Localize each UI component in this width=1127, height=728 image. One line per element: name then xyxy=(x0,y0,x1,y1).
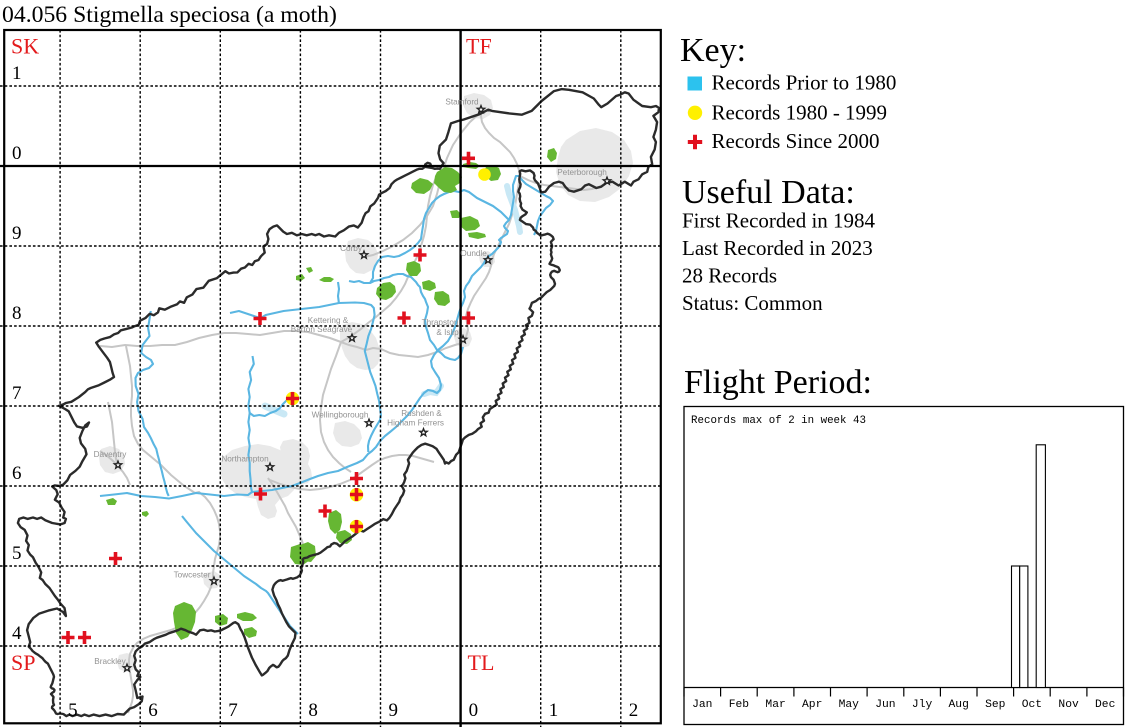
svg-text:6: 6 xyxy=(148,700,158,721)
svg-text:Thrapston: Thrapston xyxy=(422,318,459,327)
svg-text:6: 6 xyxy=(12,463,22,484)
svg-text:Kettering &: Kettering & xyxy=(308,316,349,325)
svg-text:Towcester: Towcester xyxy=(174,570,211,579)
svg-text:Flight Period:: Flight Period: xyxy=(684,364,872,401)
svg-text:Wellingborough: Wellingborough xyxy=(312,410,369,419)
svg-text:7: 7 xyxy=(12,383,22,404)
svg-text:2: 2 xyxy=(629,700,639,721)
svg-text:Last Recorded in 2023: Last Recorded in 2023 xyxy=(682,236,873,260)
svg-text:Records max of 2 in week 43: Records max of 2 in week 43 xyxy=(691,415,866,427)
svg-text:SK: SK xyxy=(11,34,39,59)
svg-text:8: 8 xyxy=(308,700,318,721)
svg-text:Nov: Nov xyxy=(1058,699,1079,711)
svg-text:Feb: Feb xyxy=(729,699,750,711)
svg-text:Apr: Apr xyxy=(802,699,822,711)
svg-text:4: 4 xyxy=(12,623,22,644)
svg-text:Brackley: Brackley xyxy=(94,657,126,666)
svg-text:28 Records: 28 Records xyxy=(682,264,777,288)
svg-text:Oct: Oct xyxy=(1022,699,1042,711)
svg-text:7: 7 xyxy=(228,700,238,721)
svg-text:04.056 Stigmella speciosa (a m: 04.056 Stigmella speciosa (a moth) xyxy=(2,2,337,28)
svg-text:0: 0 xyxy=(469,700,479,721)
svg-text:Peterborough: Peterborough xyxy=(557,168,607,177)
svg-text:Daventry: Daventry xyxy=(94,450,128,459)
svg-text:9: 9 xyxy=(389,700,399,721)
svg-text:TL: TL xyxy=(468,650,495,675)
svg-text:Stamford: Stamford xyxy=(445,97,479,106)
svg-text:Status: Common: Status: Common xyxy=(682,291,823,315)
svg-text:Corby: Corby xyxy=(340,244,363,253)
svg-text:Mar: Mar xyxy=(765,699,785,711)
svg-text:SP: SP xyxy=(11,650,35,675)
svg-text:Jan: Jan xyxy=(692,699,712,711)
svg-text:Jun: Jun xyxy=(875,699,895,711)
svg-text:Aug: Aug xyxy=(949,699,969,711)
svg-text:Sep: Sep xyxy=(985,699,1006,711)
svg-text:Useful Data:: Useful Data: xyxy=(682,174,855,211)
svg-text:Dec: Dec xyxy=(1095,699,1115,711)
svg-text:Records Since 2000: Records Since 2000 xyxy=(712,129,880,153)
svg-text:9: 9 xyxy=(12,223,22,244)
svg-text:& Islip: & Islip xyxy=(436,328,459,337)
svg-text:Barton Seagrave: Barton Seagrave xyxy=(291,325,353,334)
svg-text:May: May xyxy=(839,699,860,711)
svg-text:5: 5 xyxy=(68,700,78,721)
svg-text:0: 0 xyxy=(12,143,22,164)
svg-text:Northampton: Northampton xyxy=(221,454,269,463)
svg-text:Records Prior to 1980: Records Prior to 1980 xyxy=(712,71,897,95)
svg-text:Records 1980 - 1999: Records 1980 - 1999 xyxy=(712,100,888,124)
svg-text:1: 1 xyxy=(12,63,22,84)
svg-text:Higham Ferrers: Higham Ferrers xyxy=(387,419,444,428)
svg-text:Key:: Key: xyxy=(680,32,746,69)
svg-text:TF: TF xyxy=(466,34,492,59)
svg-text:1: 1 xyxy=(549,700,559,721)
svg-text:8: 8 xyxy=(12,303,22,324)
svg-text:Oundle: Oundle xyxy=(460,249,487,258)
svg-text:5: 5 xyxy=(12,543,22,564)
svg-text:First Recorded in 1984: First Recorded in 1984 xyxy=(682,209,876,233)
svg-text:Rushden &: Rushden & xyxy=(401,409,442,418)
svg-text:Jly: Jly xyxy=(912,699,933,711)
